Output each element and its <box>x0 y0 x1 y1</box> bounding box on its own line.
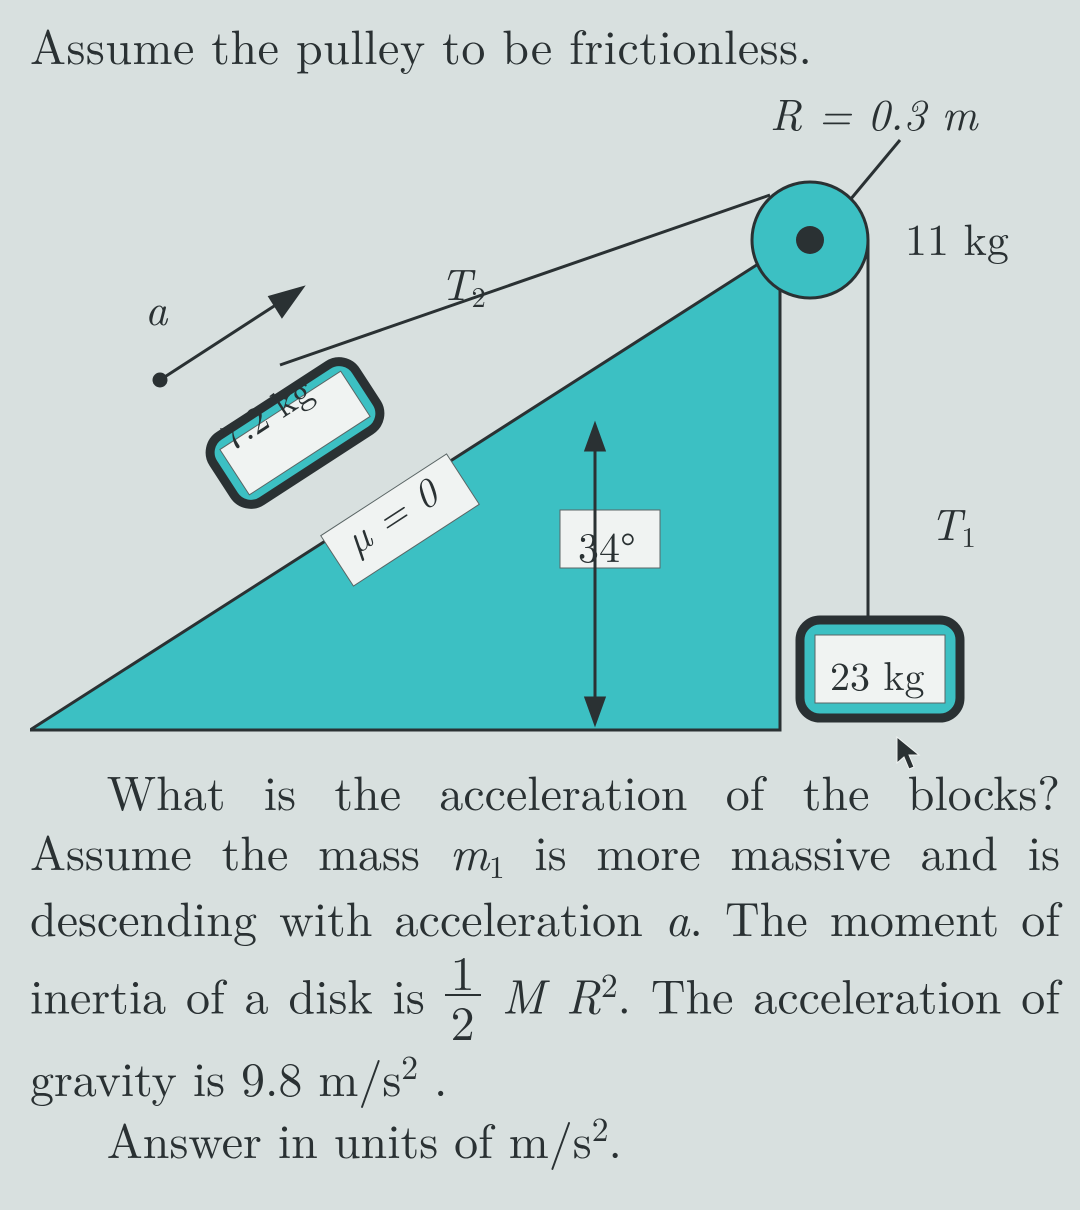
question-text: What is the acceleration of the blocks? … <box>30 760 1060 1167</box>
assume-frictionless-text: Assume the pulley to be frictionless. <box>30 10 812 78</box>
pulley-axle <box>796 226 824 254</box>
t1-label: T1 <box>930 490 976 556</box>
a-label: a <box>145 275 167 338</box>
radius-label: R = 0.3 m <box>770 80 978 143</box>
physics-figure: R = 0.3 m 11 kg T2 a 7.2 kg µ = 0 34° T1… <box>30 90 1050 750</box>
m1-label: 23 kg <box>830 645 924 702</box>
angle-label: 34° <box>578 516 636 575</box>
t2-label: T2 <box>440 250 486 316</box>
pulley-mass-label: 11 kg <box>905 205 1009 268</box>
radius-pointer <box>850 140 900 200</box>
